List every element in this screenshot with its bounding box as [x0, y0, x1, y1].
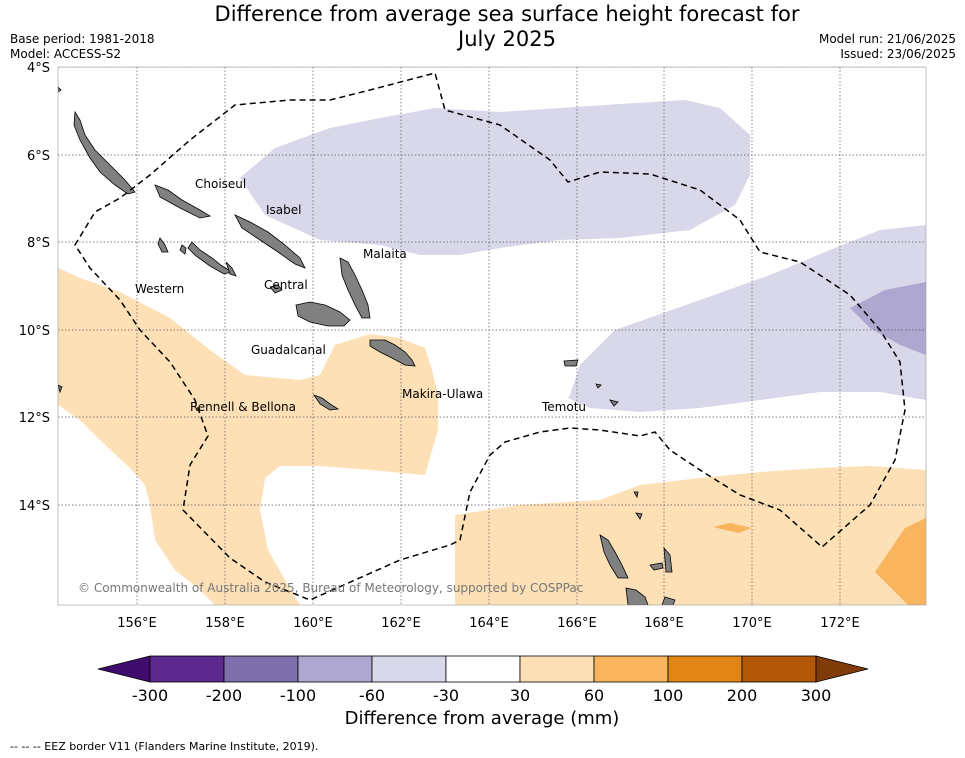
island-newgeorgia [187, 241, 234, 275]
lon-label: 168°E [644, 616, 684, 631]
islands [58, 86, 676, 605]
anomaly-area-pos60-100-corner [875, 518, 926, 605]
colorbar-title: Difference from average (mm) [344, 708, 620, 729]
longitude-labels: 156°E 158°E 160°E 162°E 164°E 166°E 168°… [117, 616, 860, 631]
lat-label: 4°S [27, 61, 50, 76]
colorbar-extend-high [815, 655, 869, 683]
colorbar-tick: -30 [433, 686, 459, 705]
lat-label: 12°S [19, 411, 50, 426]
region-label-temotu: Temotu [541, 400, 586, 414]
region-label-rennell-bellona: Rennell & Bellona [190, 400, 296, 414]
colorbar-tick: -60 [359, 686, 385, 705]
model-info: Base period: 1981-2018 Model: ACCESS-S2 [10, 32, 155, 62]
lon-label: 170°E [732, 616, 772, 631]
colorbar-segment [149, 655, 225, 683]
gridlines [58, 67, 926, 605]
base-period: Base period: 1981-2018 [10, 32, 155, 46]
copyright-notice: © Commonwealth of Australia 2025, Bureau… [78, 581, 583, 595]
title-line-1: Difference from average sea surface heig… [214, 2, 800, 26]
island-espiritu-santo [599, 534, 629, 579]
colorbar-segment [371, 655, 447, 683]
lon-label: 164°E [469, 616, 509, 631]
map: 4°S 6°S 8°S 10°S 12°S 14°S 156°E 158°E 1… [19, 61, 927, 631]
colorbar-segment [519, 655, 595, 683]
anomaly-area-neg30-60-east [568, 225, 926, 412]
island-vella [154, 184, 212, 219]
lon-label: 172°E [820, 616, 860, 631]
latitude-labels: 4°S 6°S 8°S 10°S 12°S 14°S [19, 61, 50, 514]
island-choiseul [73, 110, 136, 195]
colorbar-tick: -100 [280, 686, 316, 705]
colorbar-tick: 200 [727, 686, 758, 705]
colorbar-segment [223, 655, 299, 683]
model-run: Model run: 21/06/2025 [818, 32, 956, 46]
model-name: Model: ACCESS-S2 [10, 47, 122, 61]
region-label-western: Western [135, 282, 184, 296]
lat-label: 8°S [27, 236, 50, 251]
lon-label: 158°E [205, 616, 245, 631]
colorbar-segment [445, 655, 521, 683]
run-info: Model run: 21/06/2025 Issued: 23/06/2025 [819, 32, 956, 62]
colorbar-ticks: -300 -200 -100 -60 -30 30 60 100 200 300 [132, 686, 831, 705]
island-rennell [312, 394, 340, 411]
island-florida [269, 284, 283, 294]
issued-date: Issued: 23/06/2025 [840, 47, 956, 61]
island-guadalcanal [295, 301, 351, 327]
anomaly-area-pos60-100-small [713, 523, 752, 533]
map-frame [57, 66, 927, 606]
eez-footnote: -- -- -- EEZ border V11 (Flanders Marine… [10, 740, 319, 753]
lon-label: 156°E [117, 616, 157, 631]
region-label-choiseul: Choiseul [195, 177, 246, 191]
colorbar-tick: 60 [584, 686, 604, 705]
colorbar-segment [593, 655, 669, 683]
lat-label: 10°S [19, 324, 50, 339]
title-line-2: July 2025 [458, 27, 556, 51]
island-isabel [234, 214, 306, 269]
region-label-guadalcanal: Guadalcanal [251, 343, 326, 357]
lon-label: 160°E [293, 616, 333, 631]
colorbar-segment [741, 655, 817, 683]
lat-label: 6°S [27, 149, 50, 164]
colorbar-tick: 30 [510, 686, 530, 705]
lon-label: 162°E [381, 616, 421, 631]
colorbar-segment [297, 655, 373, 683]
island-santacruz [563, 359, 579, 367]
anomaly-area-neg30-60-north [240, 100, 750, 255]
anomaly-area-pos30-60-west [58, 268, 438, 605]
colorbar-segments [97, 655, 869, 683]
colorbar-tick: -200 [206, 686, 242, 705]
map-title: Difference from average sea surface heig… [182, 2, 832, 52]
colorbar-segment [667, 655, 743, 683]
region-label-central: Central [264, 278, 308, 292]
colorbar-tick: 100 [653, 686, 684, 705]
colorbar: -300 -200 -100 -60 -30 30 60 100 200 300 [97, 655, 869, 705]
island-makira [369, 339, 416, 367]
anomaly-area-neg60-100 [850, 282, 926, 355]
region-label-makira-ulawa: Makira-Ulawa [402, 387, 483, 401]
eez-border [74, 72, 906, 601]
island-malaita [339, 257, 371, 319]
colorbar-extend-low [97, 655, 151, 683]
anomaly-area-pos30-60-southeast [455, 466, 926, 605]
lon-label: 166°E [557, 616, 597, 631]
region-label-malaita: Malaita [363, 247, 407, 261]
lat-label: 14°S [19, 499, 50, 514]
colorbar-tick: 300 [801, 686, 832, 705]
colorbar-tick: -300 [132, 686, 168, 705]
region-label-isabel: Isabel [266, 203, 301, 217]
province-labels: Choiseul Isabel Malaita Western Central … [135, 177, 586, 414]
